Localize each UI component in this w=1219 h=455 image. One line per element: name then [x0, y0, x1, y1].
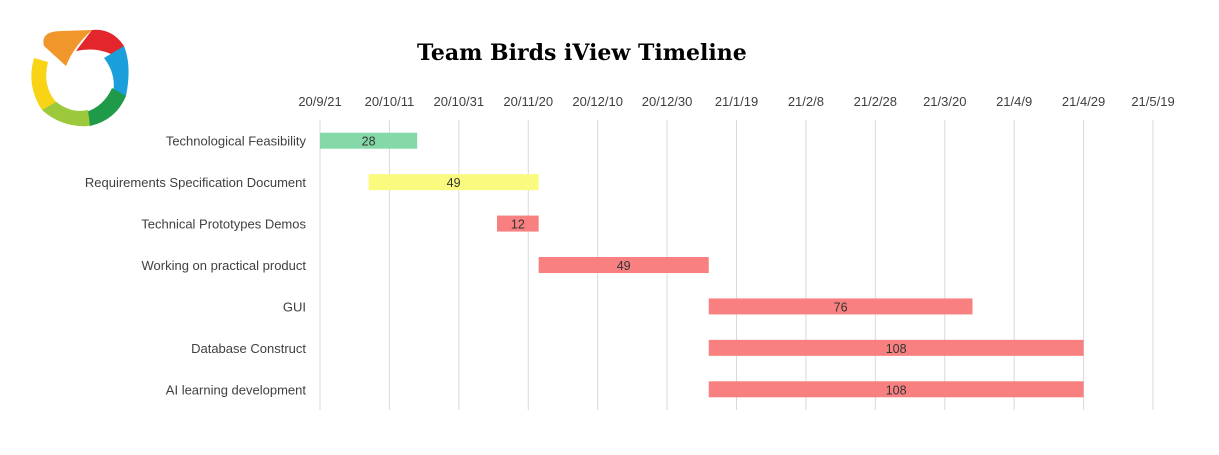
category-label: Requirements Specification Document: [85, 175, 306, 190]
x-tick-label: 21/5/19: [1131, 94, 1174, 109]
category-label: GUI: [283, 299, 306, 314]
data-label: 49: [447, 176, 461, 190]
category-label: Working on practical product: [141, 258, 306, 273]
bar: [708, 298, 973, 315]
category-label: Technological Feasibility: [166, 134, 307, 149]
x-tick-label: 20/10/31: [434, 94, 485, 109]
bar: [497, 215, 539, 232]
x-tick-label: 21/4/9: [996, 94, 1032, 109]
x-tick-label: 20/12/30: [642, 94, 693, 109]
data-label: 49: [617, 259, 631, 273]
bar: [708, 381, 1084, 398]
x-tick-label: 21/1/19: [715, 94, 758, 109]
data-label: 108: [886, 342, 907, 356]
bar: [538, 257, 709, 273]
chart-title: Team Birds iView Timeline: [417, 40, 747, 66]
bar: [708, 339, 1084, 356]
x-tick-label: 20/11/20: [503, 94, 553, 109]
gridlines: [319, 120, 1154, 410]
bars: [320, 132, 1084, 398]
data-label: 28: [362, 135, 376, 149]
team-birds-logo: [31, 29, 129, 127]
category-label: Technical Prototypes Demos: [141, 217, 306, 232]
data-label: 12: [511, 218, 525, 232]
data-label: 76: [834, 300, 848, 314]
category-label: Database Construct: [191, 341, 306, 356]
x-tick-label: 20/10/11: [365, 94, 415, 109]
x-tick-label: 21/2/8: [788, 94, 824, 109]
y-axis-category-labels: Technological Feasibility Requirements Sp…: [85, 134, 307, 398]
x-axis-tick-labels: 20/9/21 20/10/11 20/10/31 20/11/20 20/12/10 2…: [298, 94, 1174, 109]
x-tick-label: 20/9/21: [298, 94, 341, 109]
x-tick-label: 21/4/29: [1062, 94, 1105, 109]
bar: [320, 132, 418, 149]
data-label: 108: [886, 383, 907, 397]
x-tick-label: 21/3/20: [923, 94, 966, 109]
category-label: AI learning development: [166, 382, 307, 397]
x-tick-label: 21/2/28: [854, 94, 897, 109]
x-tick-label: 20/12/10: [572, 94, 623, 109]
data-labels: 28 49 12 49 76 108 108: [362, 135, 907, 398]
bar: [368, 174, 539, 191]
